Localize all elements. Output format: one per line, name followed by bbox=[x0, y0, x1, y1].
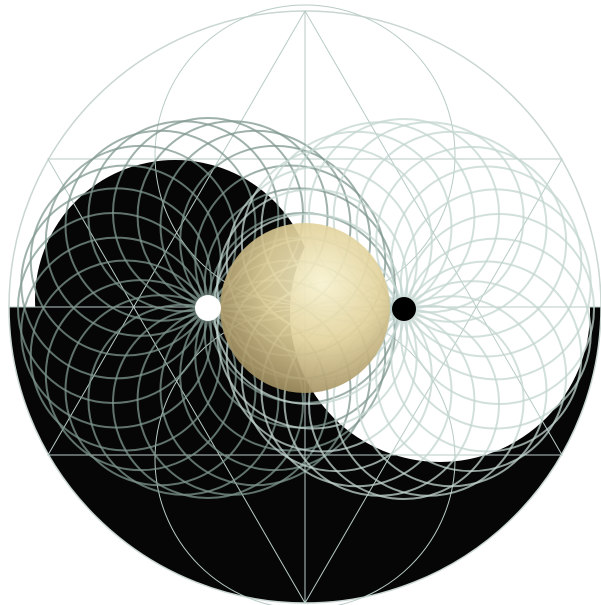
rosette-circle bbox=[355, 130, 548, 323]
rosette-circle bbox=[332, 121, 525, 314]
light-dot bbox=[195, 295, 221, 321]
rosette-circle bbox=[375, 145, 568, 338]
rosette-circle bbox=[399, 188, 592, 381]
dark-dot bbox=[392, 297, 416, 321]
dark-lobe bbox=[35, 160, 315, 440]
golden-sphere bbox=[220, 223, 390, 393]
rosette-circle bbox=[390, 165, 583, 358]
